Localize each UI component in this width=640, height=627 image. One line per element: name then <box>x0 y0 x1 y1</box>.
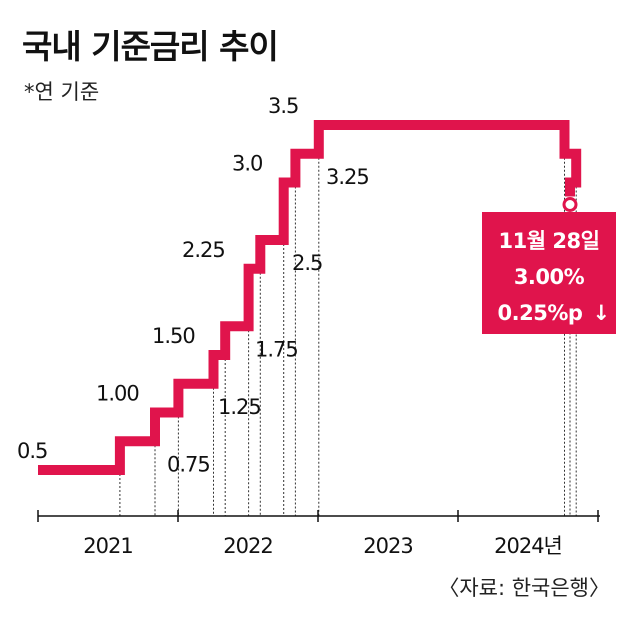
value-label: 1.50 <box>152 324 195 348</box>
value-label: 0.5 <box>17 439 47 463</box>
year-labels: 2021 2022 2023 2024년 <box>83 534 563 558</box>
series-line <box>38 120 582 475</box>
year-label: 2022 <box>223 534 272 558</box>
down-arrow-icon: ↓ <box>592 301 609 325</box>
value-label: 1.00 <box>96 382 139 406</box>
chart-subtitle: *연 기준 <box>24 80 100 104</box>
value-label: 2.25 <box>182 238 225 262</box>
value-label: 2.5 <box>292 251 322 275</box>
x-axis <box>37 510 600 522</box>
source-note: 〈자료: 한국은행〉 <box>438 576 610 600</box>
annotation-change: 0.25%p <box>498 301 583 325</box>
value-label: 0.75 <box>167 452 210 476</box>
value-label: 3.0 <box>232 152 262 176</box>
value-labels: 0.5 0.75 1.00 1.25 1.50 1.75 2.25 2.5 3.0 3.25 3.5 <box>17 94 370 476</box>
rate-step-line <box>38 120 582 475</box>
annotation-box <box>482 212 616 334</box>
year-label: 2024년 <box>494 534 562 558</box>
annotation-date: 11월 28일 <box>499 229 600 253</box>
value-label: 3.5 <box>268 94 298 118</box>
value-label: 1.75 <box>255 337 298 361</box>
annotation-rate: 3.00% <box>514 265 585 289</box>
year-label: 2023 <box>363 534 412 558</box>
value-label: 3.25 <box>326 165 369 189</box>
chart-title: 국내 기준금리 추이 <box>22 27 279 66</box>
latest-point <box>562 197 578 212</box>
year-label: 2021 <box>83 534 132 558</box>
latest-annotation: 11월 28일 3.00% 0.25%p ↓ <box>482 212 616 334</box>
value-label: 1.25 <box>218 395 261 419</box>
